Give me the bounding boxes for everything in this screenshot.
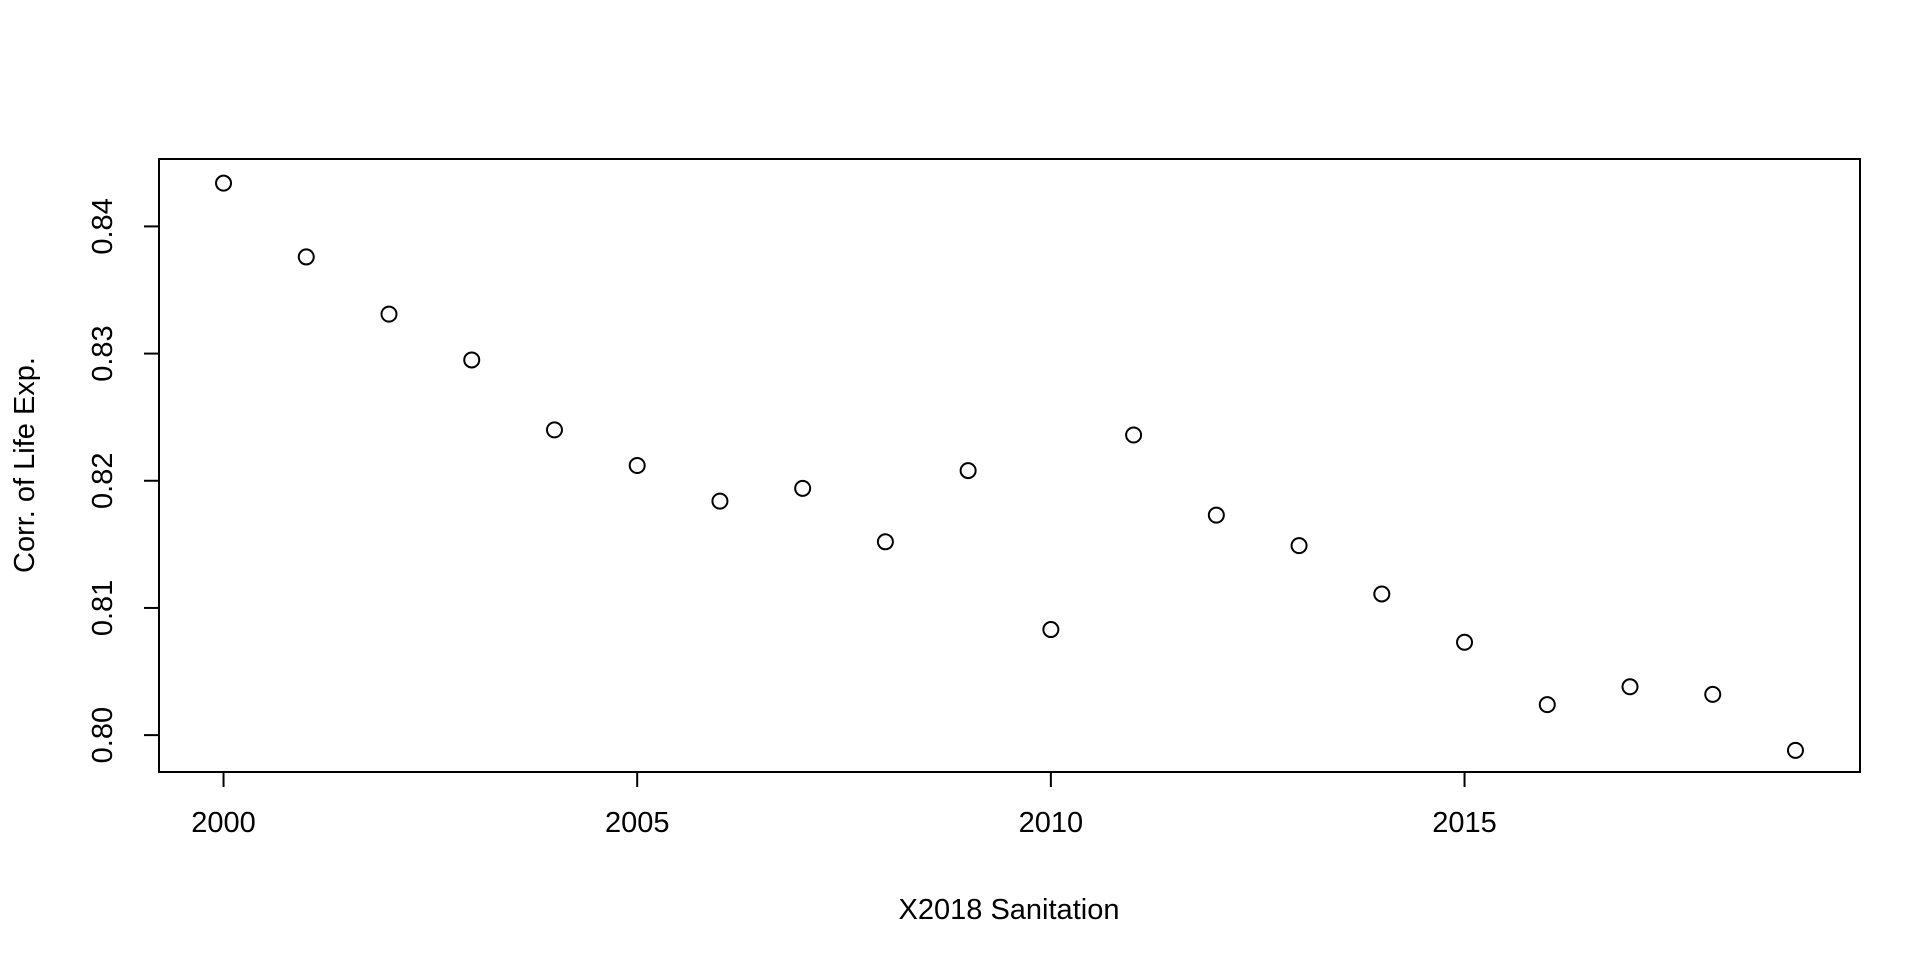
y-tick-label: 0.82 <box>87 453 119 509</box>
data-point <box>545 421 563 439</box>
data-point <box>1786 741 1804 759</box>
y-tick-label: 0.81 <box>87 580 119 636</box>
x-axis: 2000 2005 2010 2015 <box>191 771 1497 839</box>
x-axis-label: X2018 Sanitation <box>899 894 1120 926</box>
data-point <box>1373 585 1391 603</box>
data-point <box>876 533 894 551</box>
y-tick-label: 0.84 <box>87 198 119 254</box>
data-point <box>794 479 812 497</box>
data-point <box>1207 506 1225 524</box>
x-tick-label: 2010 <box>1019 807 1084 839</box>
data-point <box>215 174 233 192</box>
data-point <box>1538 696 1556 714</box>
data-point <box>297 248 315 266</box>
data-point <box>380 305 398 323</box>
data-point <box>1125 426 1143 444</box>
plot-frame <box>158 158 1861 773</box>
data-point <box>463 351 481 369</box>
y-axis-label: Corr. of Life Exp. <box>9 357 41 573</box>
data-point <box>711 492 729 510</box>
x-tick-label: 2000 <box>191 807 256 839</box>
data-point <box>1704 685 1722 703</box>
data-point <box>1042 621 1060 639</box>
y-axis: 0.80 0.81 0.82 0.83 0.84 <box>87 198 160 763</box>
x-tick-label: 2005 <box>605 807 670 839</box>
data-point <box>1456 633 1474 651</box>
data-point <box>628 457 646 474</box>
y-tick-label: 0.83 <box>87 325 119 381</box>
data-point <box>1621 678 1639 696</box>
y-tick-label: 0.80 <box>87 707 119 763</box>
data-points <box>215 174 1804 759</box>
data-point <box>959 462 977 480</box>
data-point <box>1290 537 1308 555</box>
x-tick-label: 2015 <box>1432 807 1497 839</box>
